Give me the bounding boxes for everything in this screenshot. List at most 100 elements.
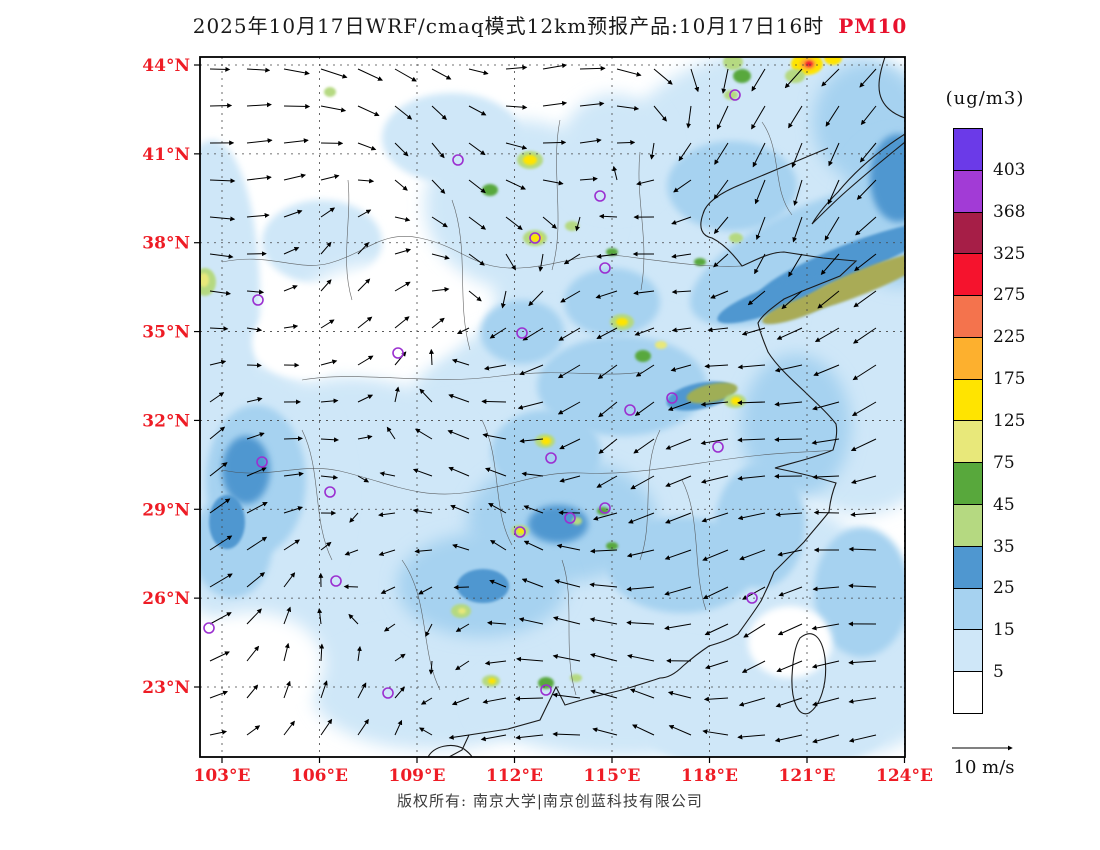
- pm10-blob: [785, 69, 805, 83]
- wind-arrow: [737, 734, 766, 740]
- wind-arrow: [357, 68, 383, 81]
- wind-arrow: [811, 438, 840, 445]
- wind-arrow: [851, 401, 877, 416]
- wind-arrow: [612, 165, 618, 181]
- colorbar-boundary-label: 25: [993, 578, 1015, 599]
- wind-arrow: [394, 351, 407, 366]
- pm10-blob: [667, 141, 797, 231]
- pm10-blob: [729, 233, 743, 243]
- wind-arrow: [859, 142, 877, 163]
- geography: [221, 57, 905, 757]
- wind-arrow: [629, 688, 655, 699]
- wind-arrow: [394, 142, 409, 157]
- wind-arrow: [412, 468, 433, 477]
- wind-arrow: [209, 216, 236, 222]
- wind-arrow: [394, 281, 411, 292]
- province-boundary: [401, 559, 441, 691]
- wind-arrow: [246, 432, 265, 440]
- wind-arrow: [283, 173, 306, 181]
- pm10-blob: [262, 200, 382, 284]
- wind-arrow: [357, 278, 371, 292]
- wind-arrow: [380, 586, 396, 594]
- colorbar: [953, 128, 983, 714]
- wind-arrow: [394, 248, 412, 255]
- station-marker: [382, 687, 394, 699]
- lon-tick-label: 112°E: [486, 766, 543, 786]
- wind-arrow: [667, 401, 692, 411]
- wind-arrow: [673, 179, 692, 193]
- wind-arrow: [521, 471, 544, 477]
- wind-arrow: [714, 142, 729, 165]
- wind-arrow: [633, 438, 655, 454]
- wind-arrow: [505, 142, 528, 150]
- wind-arrow: [246, 327, 263, 333]
- wind-arrow: [860, 105, 877, 126]
- wind-arrow: [420, 697, 433, 705]
- wind-arrow: [515, 696, 544, 702]
- wind-arrow: [812, 734, 840, 744]
- wind-arrow: [626, 620, 655, 626]
- wind-arrow: [721, 68, 729, 94]
- wind-arrow: [703, 696, 729, 702]
- wind-arrow: [627, 653, 655, 662]
- pm10-blob: [686, 382, 738, 404]
- wind-arrow: [518, 617, 544, 625]
- station-marker: [624, 404, 636, 416]
- wind-arrow: [635, 364, 655, 377]
- wind-arrow: [552, 692, 581, 699]
- wind-arrow: [596, 327, 618, 339]
- lat-tick-label: 35°N: [142, 323, 190, 343]
- wind-arrow: [616, 140, 636, 146]
- wind-arrow: [431, 287, 450, 292]
- wind-arrow: [428, 348, 434, 366]
- wind-arrow: [283, 539, 300, 551]
- wind-arrow: [320, 174, 340, 181]
- wind-arrow: [812, 697, 840, 707]
- wind-arrow: [246, 138, 273, 144]
- wind-arrow: [481, 398, 507, 404]
- wind-arrow: [379, 471, 396, 477]
- wind-arrow: [209, 426, 226, 440]
- pm10-blob: [482, 184, 498, 196]
- wind-arrow: [456, 327, 470, 334]
- wind-arrow: [598, 438, 618, 454]
- wind-arrow: [378, 549, 396, 557]
- colorbar-cell: [954, 671, 982, 713]
- colorbar-cell: [954, 545, 982, 588]
- wind-arrow: [414, 428, 433, 440]
- wind-arrow: [824, 216, 840, 241]
- pm10-blob: [606, 542, 618, 550]
- station-marker: [452, 154, 464, 166]
- wind-arrow: [505, 179, 526, 190]
- wind-arrow: [344, 549, 359, 556]
- wind-arrow: [246, 175, 272, 181]
- wind-arrow: [854, 253, 877, 272]
- wind-arrow: [678, 142, 692, 162]
- wind-arrow: [626, 549, 655, 558]
- wind-arrow: [774, 734, 803, 743]
- axis-ticks: [194, 64, 906, 763]
- pm10-blob: [824, 57, 842, 65]
- pm10-blob: [382, 93, 522, 183]
- wind-vectors: [209, 63, 877, 744]
- wind-arrow: [414, 548, 433, 554]
- wind-arrow: [480, 734, 507, 742]
- wind-arrow: [209, 651, 230, 662]
- wind-arrow: [702, 549, 729, 561]
- wind-arrow: [283, 572, 296, 588]
- pm10-blob: [200, 273, 209, 287]
- wind-arrow: [559, 438, 581, 450]
- wind-arrow: [357, 682, 367, 699]
- wind-arrow: [357, 475, 370, 483]
- wind-arrow: [670, 364, 692, 372]
- lat-tick-label: 32°N: [142, 411, 190, 431]
- wind-arrow: [855, 216, 877, 236]
- wind-arrow: [704, 660, 729, 670]
- wind-arrow: [383, 623, 396, 632]
- colorbar-cell: [954, 336, 982, 379]
- wind-arrow: [246, 725, 261, 736]
- wind-arrow: [848, 583, 877, 589]
- wind-arrow: [542, 216, 557, 229]
- wind-arrow: [412, 508, 433, 514]
- wind-arrow: [778, 586, 803, 597]
